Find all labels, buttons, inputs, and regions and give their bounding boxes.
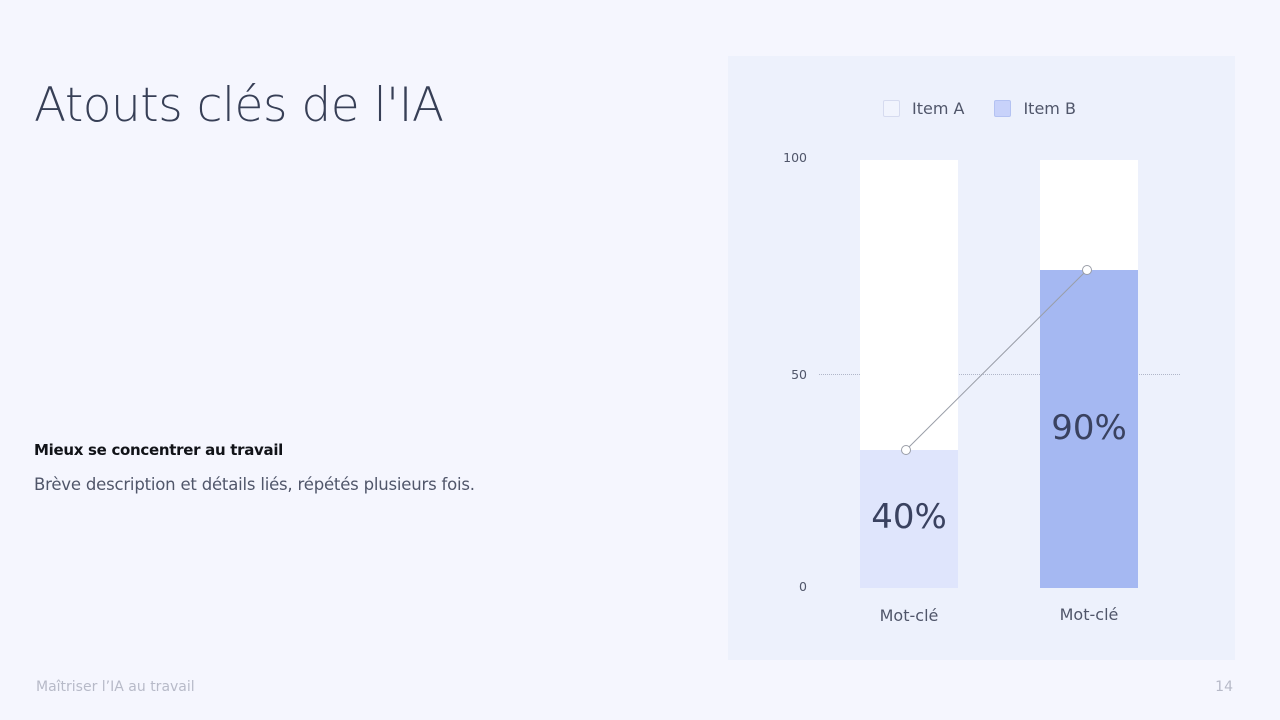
y-tick-100: 100	[783, 150, 807, 165]
page-number: 14	[1215, 679, 1233, 695]
description: Brève description et détails liés, répét…	[34, 475, 475, 494]
x-label-b: Mot-clé	[1059, 605, 1119, 624]
bar-a-label: 40%	[871, 497, 947, 537]
bar-a	[860, 450, 958, 588]
x-label-a: Mot-clé	[879, 606, 939, 625]
y-tick-50: 50	[791, 367, 807, 382]
legend-swatch-a-icon	[883, 100, 900, 117]
legend-label-b: Item B	[1023, 99, 1076, 118]
legend-label-a: Item A	[912, 99, 965, 118]
legend-swatch-b-icon	[994, 100, 1012, 117]
legend-item-a: Item A	[883, 99, 964, 118]
chart-panel	[728, 56, 1235, 660]
y-tick-0: 0	[799, 579, 807, 594]
page-title: Atouts clés de l'IA	[34, 78, 444, 133]
bar-b-label: 90%	[1051, 408, 1127, 448]
legend-item-b: Item B	[994, 99, 1076, 118]
line-point-b-icon	[1082, 265, 1092, 275]
chart-legend: Item A Item B	[883, 99, 1106, 118]
footer-title: Maîtriser l’IA au travail	[36, 679, 195, 695]
gridline-50	[819, 374, 1180, 375]
bar-b	[1040, 270, 1138, 588]
subheading: Mieux se concentrer au travail	[34, 441, 284, 459]
line-point-a-icon	[901, 445, 911, 455]
